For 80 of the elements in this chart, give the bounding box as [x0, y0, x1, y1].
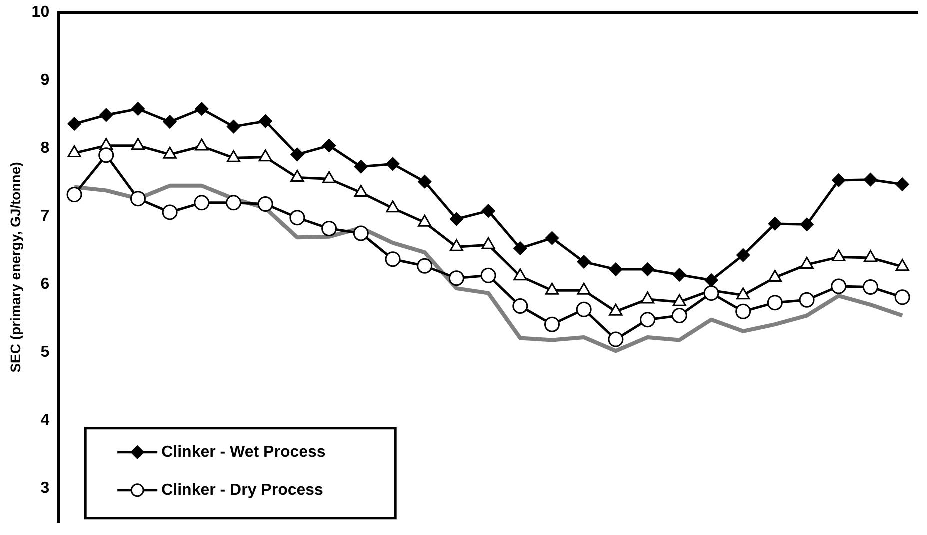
point	[640, 292, 655, 304]
point	[450, 212, 464, 226]
y-axis-title: SEC (primary energy, GJ/tonne)	[7, 162, 24, 373]
point	[353, 226, 369, 242]
point	[736, 288, 750, 300]
point	[386, 200, 400, 213]
point	[98, 148, 114, 164]
point	[768, 217, 782, 231]
point	[704, 274, 718, 288]
point	[322, 139, 336, 153]
point	[354, 160, 368, 174]
point	[512, 298, 528, 314]
point	[736, 248, 750, 262]
y-tick-label: 3	[40, 480, 50, 497]
point	[448, 270, 464, 286]
point	[130, 191, 146, 207]
point	[68, 117, 82, 131]
point	[195, 138, 209, 151]
point	[194, 195, 210, 211]
point	[226, 195, 242, 211]
point	[862, 279, 878, 295]
y-tick-label: 5	[40, 344, 50, 361]
point	[894, 290, 910, 306]
point	[514, 268, 528, 281]
point	[864, 250, 878, 262]
point	[896, 178, 910, 192]
point	[831, 278, 847, 294]
point	[290, 210, 306, 226]
point	[322, 221, 338, 237]
point	[227, 120, 241, 134]
point	[641, 262, 655, 276]
point	[131, 138, 146, 150]
point	[609, 262, 623, 276]
point	[896, 259, 910, 272]
point	[163, 115, 177, 129]
point	[195, 102, 209, 116]
point	[576, 302, 592, 318]
y-tick-label: 8	[40, 140, 50, 157]
point	[800, 218, 814, 232]
y-tick-label: 6	[40, 276, 50, 293]
point	[482, 237, 496, 250]
legend-label: Clinker - Dry Process	[162, 482, 324, 499]
point	[608, 332, 624, 348]
y-tick-label: 10	[32, 4, 50, 22]
y-tick-label: 7	[40, 208, 50, 225]
point	[577, 255, 591, 269]
point	[799, 292, 815, 308]
point	[290, 148, 304, 162]
point	[66, 187, 82, 203]
point	[258, 150, 272, 162]
y-tick-label: 9	[40, 72, 50, 89]
point	[100, 108, 114, 122]
point	[418, 175, 432, 189]
point	[832, 174, 846, 188]
point	[385, 252, 401, 268]
point	[672, 268, 686, 282]
legend-label: Clinker - Wet Process	[162, 444, 326, 461]
point	[800, 257, 814, 270]
point	[386, 157, 400, 171]
point	[545, 232, 559, 246]
point	[131, 102, 145, 116]
point	[290, 170, 304, 182]
point	[864, 173, 878, 187]
point	[544, 316, 560, 332]
point	[162, 204, 178, 220]
point	[640, 312, 656, 328]
point	[832, 250, 846, 262]
point	[514, 242, 528, 256]
point	[258, 196, 274, 212]
point	[672, 308, 688, 324]
point	[226, 150, 241, 162]
point	[482, 204, 496, 218]
point	[258, 114, 272, 128]
point	[704, 286, 720, 302]
point	[767, 295, 783, 311]
point	[417, 258, 433, 274]
point	[736, 304, 752, 320]
y-tick-label: 4	[40, 412, 50, 429]
point	[480, 268, 496, 284]
point	[68, 146, 82, 158]
